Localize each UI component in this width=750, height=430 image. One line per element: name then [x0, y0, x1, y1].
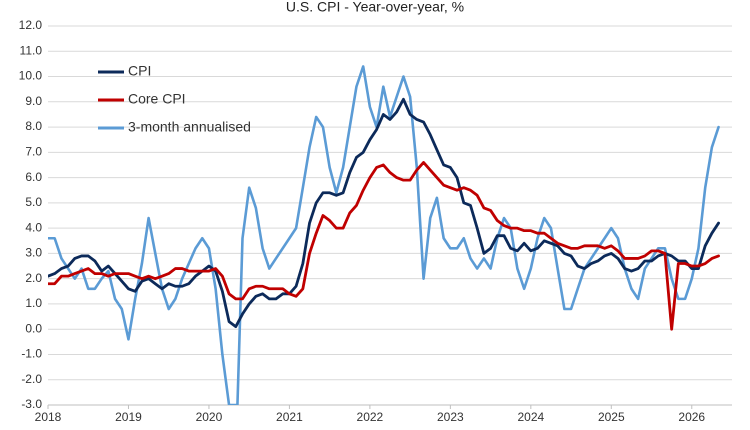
y-tick-label: 9.0 — [25, 94, 42, 108]
series-line-core-cpi — [48, 161, 720, 331]
x-tick-label: 2019 — [115, 410, 142, 424]
x-tick-label: 2026 — [678, 410, 705, 424]
x-tick-label: 2021 — [276, 410, 303, 424]
chart-title: U.S. CPI - Year-over-year, % — [286, 0, 464, 15]
legend: CPI Core CPI 3-month annualised — [98, 63, 251, 135]
y-tick-label: 6.0 — [25, 170, 42, 184]
y-tick-label: -3.0 — [21, 397, 42, 411]
grid-layer — [48, 25, 732, 406]
y-tick-label: 7.0 — [25, 145, 42, 159]
y-tick-label: 5.0 — [25, 195, 42, 209]
axis-layer: -3.0 -2.0 -1.0 0.0 1.0 2.0 3.0 4.0 5.0 6.0 7.0 8.0 9… — [19, 18, 732, 424]
series-line-cpi — [48, 97, 720, 329]
x-tick-label: 2023 — [437, 410, 464, 424]
y-tick-label: -1.0 — [21, 347, 42, 361]
y-tick-label: 1.0 — [25, 296, 42, 310]
y-tick-label: 8.0 — [25, 119, 42, 133]
x-tick-label: 2024 — [517, 410, 544, 424]
y-tick-label: 2.0 — [25, 271, 42, 285]
legend-label: Core CPI — [128, 91, 186, 107]
y-tick-label: -2.0 — [21, 372, 42, 386]
x-tick-label: 2018 — [35, 410, 62, 424]
legend-label: 3-month annualised — [128, 119, 251, 135]
series-layer — [48, 65, 720, 405]
y-tick-label: 3.0 — [25, 246, 42, 260]
legend-label: CPI — [128, 63, 151, 79]
y-tick-label: 11.0 — [20, 43, 43, 57]
y-tick-label: 10.0 — [19, 69, 43, 83]
y-tick-label: 0.0 — [25, 321, 42, 335]
y-tick-label: 12.0 — [19, 18, 43, 32]
y-tick-label: 4.0 — [25, 220, 42, 234]
x-tick-label: 2025 — [598, 410, 625, 424]
x-tick-label: 2022 — [357, 410, 384, 424]
x-tick-label: 2020 — [196, 410, 223, 424]
